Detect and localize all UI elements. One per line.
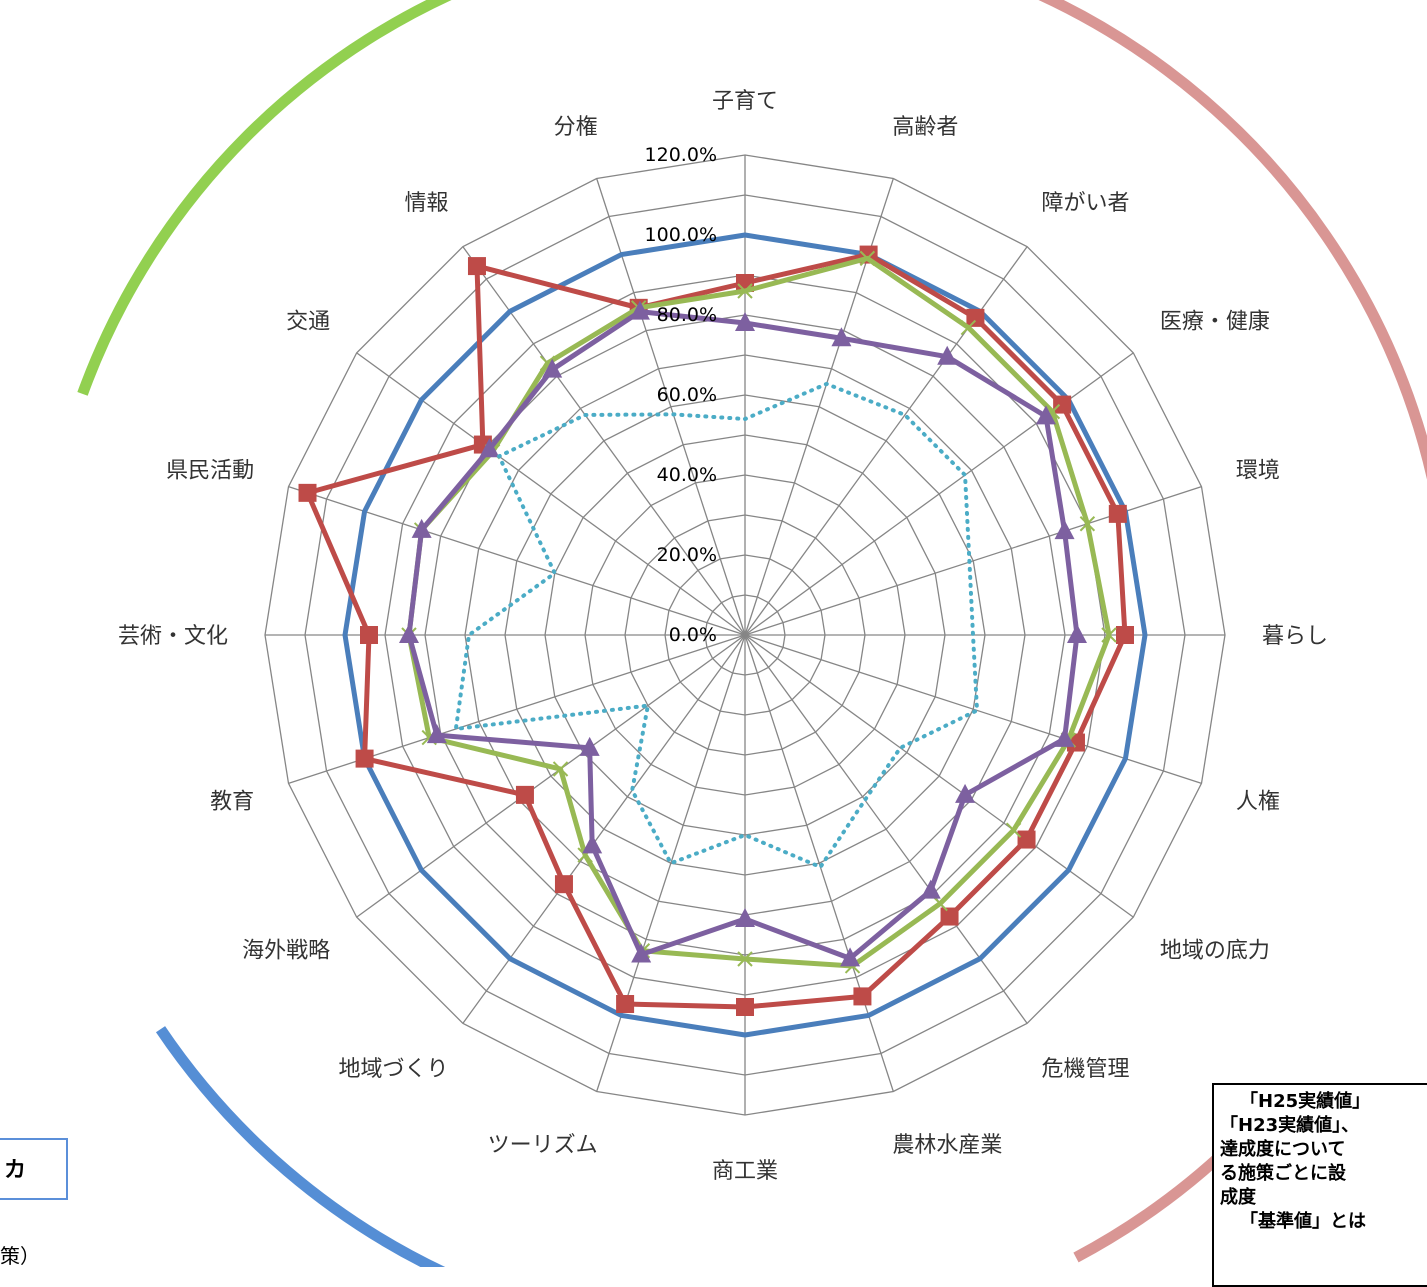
series-layer <box>298 232 1148 1038</box>
note-line-6: 「基準値」とは <box>1240 1211 1366 1232</box>
data-point <box>426 724 447 744</box>
data-point <box>360 626 378 644</box>
note-line-5: 成度 <box>1220 1187 1256 1208</box>
data-point <box>616 995 635 1014</box>
data-point <box>582 834 603 854</box>
category-label: 交通 <box>286 310 330 335</box>
data-point <box>966 308 985 327</box>
category-label: ツーリズム <box>488 1133 598 1158</box>
decorative-arcs <box>77 0 1427 1267</box>
data-point <box>631 943 652 963</box>
tick-label: 100.0% <box>645 224 717 246</box>
data-point <box>1053 395 1072 414</box>
data-point <box>737 951 753 967</box>
data-point <box>932 895 948 912</box>
category-label: 環境 <box>1236 459 1280 484</box>
data-point <box>1101 627 1117 643</box>
spoke <box>744 246 1028 636</box>
note-line-4: る施策ごとに設 <box>1220 1163 1346 1184</box>
data-point <box>479 438 500 458</box>
category-label: 芸術・文化 <box>118 624 228 649</box>
data-point <box>937 345 958 365</box>
note-line-1: 「H25実績値」 <box>1240 1091 1371 1112</box>
data-point <box>515 785 534 804</box>
category-label: 海外戦略 <box>242 938 330 963</box>
note-box: 「H25実績値」 「H23実績値」、 達成度について る施策ごとに設 成度 「基… <box>1212 1083 1427 1287</box>
tick-label: 20.0% <box>657 544 717 566</box>
category-label: 地域の底力 <box>1160 938 1270 963</box>
tick-labels: 0.0% 20.0% 40.0% 60.0% 80.0% 100.0% 120.0% <box>645 144 717 646</box>
spoke <box>744 634 1028 1024</box>
data-point <box>1079 516 1096 532</box>
data-point <box>579 736 600 756</box>
data-point <box>355 749 374 768</box>
category-label: 危機管理 <box>1041 1057 1129 1082</box>
data-point <box>298 483 317 502</box>
category-label: 地域づくり <box>339 1057 449 1082</box>
series-line-4 <box>453 381 980 870</box>
data-point <box>629 300 650 320</box>
data-point <box>735 908 755 927</box>
note-line-3: 達成度について <box>1220 1139 1346 1160</box>
data-point <box>399 624 419 643</box>
tick-label: 80.0% <box>657 304 717 326</box>
arc-blue <box>155 1026 446 1267</box>
series-line-0 <box>342 232 1148 1038</box>
category-label: 高齢者 <box>892 115 958 140</box>
data-point <box>920 879 941 899</box>
data-point <box>735 312 755 331</box>
data-point <box>542 358 563 378</box>
data-point <box>411 518 432 538</box>
tick-label: 120.0% <box>645 144 717 166</box>
data-point <box>859 250 876 267</box>
tick-label: 60.0% <box>657 384 717 406</box>
series-3 <box>399 300 1087 967</box>
category-label: 県民活動 <box>166 459 254 484</box>
data-point <box>1054 520 1075 540</box>
data-point <box>1054 727 1075 747</box>
series-4 <box>453 381 980 870</box>
data-point <box>1035 405 1056 425</box>
legend-subtext: 策） <box>0 1244 40 1268</box>
arc-pink-top <box>1038 0 1427 480</box>
data-point <box>960 319 977 336</box>
category-label: 教育 <box>210 789 254 814</box>
category-label: 暮らし <box>1262 624 1328 649</box>
category-label: 分権 <box>554 115 598 140</box>
category-label: 商工業 <box>712 1159 778 1184</box>
data-point <box>467 257 486 276</box>
category-label: 子育て <box>712 89 778 114</box>
data-point <box>1005 822 1022 838</box>
data-point <box>955 783 976 803</box>
data-point <box>831 327 852 347</box>
data-point <box>1116 626 1134 644</box>
category-label: 医療・健康 <box>1160 310 1270 335</box>
note-line-2: 「H23実績値」、 <box>1220 1115 1360 1136</box>
data-point <box>1108 504 1127 523</box>
category-label: 農林水産業 <box>892 1133 1002 1158</box>
tick-label: 0.0% <box>669 624 717 646</box>
category-label: 情報 <box>405 191 449 216</box>
tick-label: 40.0% <box>657 464 717 486</box>
data-point <box>1017 830 1036 849</box>
data-point <box>840 947 861 967</box>
data-point <box>940 907 959 926</box>
data-point <box>853 987 872 1006</box>
data-point <box>554 875 573 894</box>
category-label: 障がい者 <box>1041 191 1129 216</box>
arc-green <box>77 0 452 396</box>
category-label: 人権 <box>1236 789 1280 814</box>
legend-box-text: カ <box>4 1158 27 1183</box>
data-point <box>737 283 753 299</box>
data-point <box>736 998 754 1016</box>
data-point <box>552 761 569 777</box>
series-0 <box>342 232 1148 1038</box>
spoke <box>744 634 1134 918</box>
data-point <box>1067 624 1087 643</box>
legend-box-fragment: カ <box>0 1138 68 1200</box>
